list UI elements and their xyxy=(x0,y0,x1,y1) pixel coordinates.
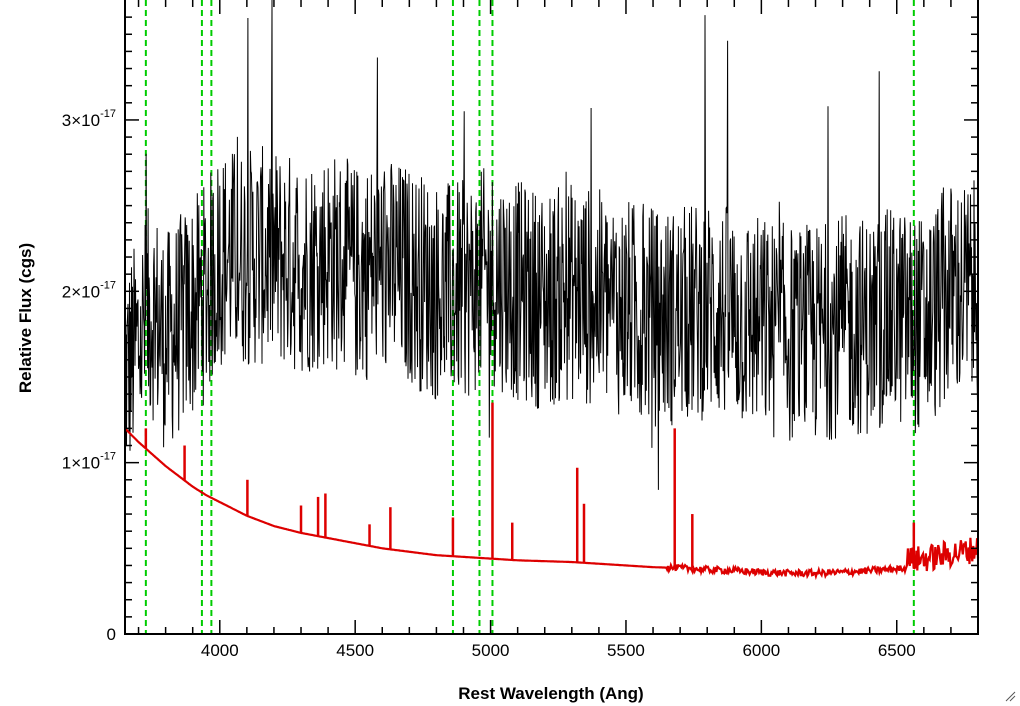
observed-spectrum xyxy=(124,0,979,490)
x-tick-label: 4500 xyxy=(336,641,374,660)
x-axis-ticks: 4000 4500 5000 5500 6000 6500 xyxy=(137,0,979,660)
y-tick-label: 0 xyxy=(107,625,116,644)
y-axis-ticks: 0 1×10-17 2×10-17 3×10-17 xyxy=(62,16,978,644)
x-tick-label: 5000 xyxy=(472,641,510,660)
y-tick-label: 1×10-17 xyxy=(62,451,116,473)
x-tick-label: 6000 xyxy=(742,641,780,660)
model-spectrum xyxy=(124,402,980,581)
y-axis-title: Relative Flux (cgs) xyxy=(16,243,35,393)
resize-grip-icon[interactable] xyxy=(1004,690,1016,702)
observed-spectrum-line xyxy=(124,0,979,490)
y-tick-label: 2×10-17 xyxy=(62,279,116,301)
x-tick-label: 4000 xyxy=(201,641,239,660)
x-tick-label: 6500 xyxy=(878,641,916,660)
emission-line-markers xyxy=(144,0,915,634)
model-spectrum-line xyxy=(124,427,980,581)
x-tick-label: 5500 xyxy=(607,641,645,660)
plot-frame xyxy=(124,0,979,635)
axes-box xyxy=(124,0,979,635)
x-axis-title: Rest Wavelength (Ang) xyxy=(458,684,643,703)
y-tick-label: 3×10-17 xyxy=(62,108,116,130)
